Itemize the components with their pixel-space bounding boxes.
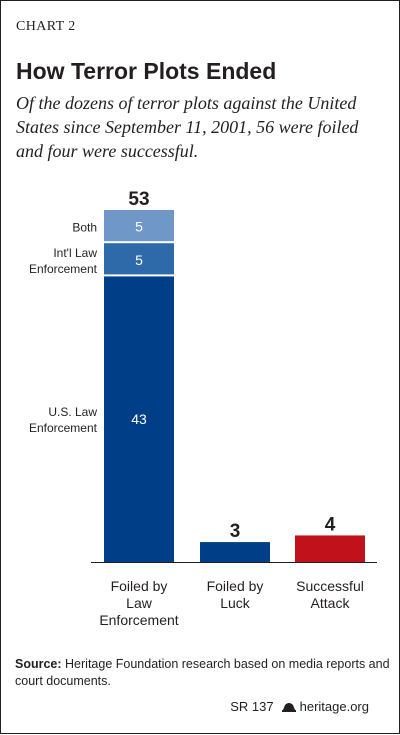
segment-value-label: 5 <box>135 252 143 268</box>
chart-title: How Terror Plots Ended <box>16 58 277 84</box>
source-note: Source: Heritage Foundation research bas… <box>15 656 390 690</box>
brand: heritage.org <box>281 699 369 714</box>
bar-segment-1-0 <box>200 542 270 562</box>
category-label: Enforcement <box>99 612 178 628</box>
series-label: Int'l Law <box>53 246 97 260</box>
series-label: U.S. Law <box>48 405 97 419</box>
chart-kicker: CHART 2 <box>16 19 76 34</box>
site-link[interactable]: heritage.org <box>299 699 369 714</box>
bar-total-label: 3 <box>230 521 241 542</box>
series-label: Both <box>72 221 97 235</box>
category-label: Successful <box>296 578 364 594</box>
category-label: Law <box>126 595 153 611</box>
heritage-bell-icon <box>281 702 296 712</box>
bar-segment-2-0 <box>295 535 365 562</box>
series-label: Enforcement <box>29 421 98 435</box>
bar-segment-0-0 <box>104 276 174 562</box>
bar-segment-0-1 <box>104 243 174 275</box>
bar-segment-0-2 <box>104 210 174 242</box>
chart-subtitle: Of the dozens of terror plots against th… <box>16 93 359 161</box>
source-label: Source: <box>15 657 62 671</box>
category-label: Foiled by <box>111 578 168 594</box>
series-label: Enforcement <box>29 262 98 276</box>
report-id: SR 137 <box>230 699 274 714</box>
segment-value-label: 43 <box>131 411 147 427</box>
source-text: Heritage Foundation research based on me… <box>15 657 390 688</box>
bar-total-label: 4 <box>325 514 336 535</box>
category-label: Attack <box>311 595 351 611</box>
category-label: Luck <box>220 595 251 611</box>
footer: SR 137 heritage.org <box>230 699 369 714</box>
segment-value-label: 5 <box>135 219 143 235</box>
category-label: Foiled by <box>207 578 264 594</box>
bar-total-label: 53 <box>128 189 149 210</box>
